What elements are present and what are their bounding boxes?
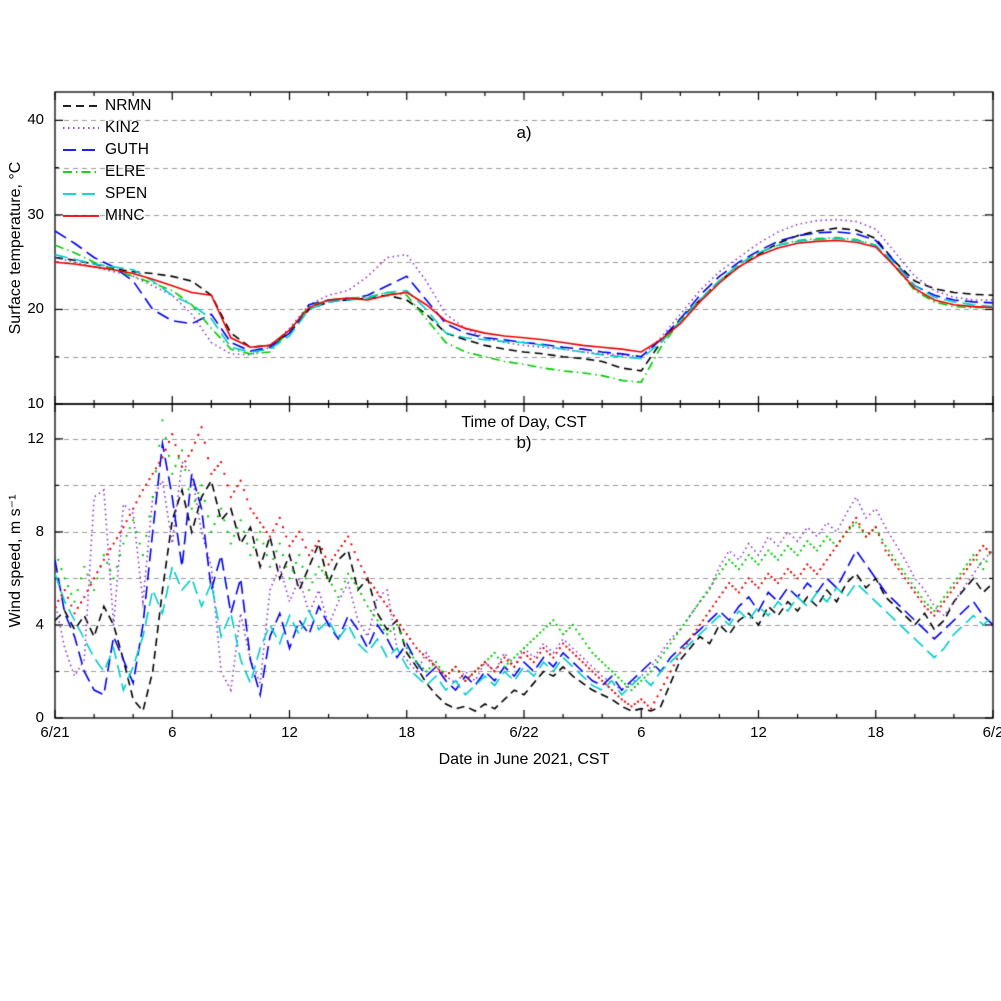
legend-label: ELRE xyxy=(105,163,146,180)
y-tick-label: 8 xyxy=(35,522,44,540)
legend-line-sample xyxy=(63,215,99,217)
legend-line-sample xyxy=(63,193,99,195)
legend-label: NRMN xyxy=(105,97,152,114)
x-tick-label: 12 xyxy=(281,724,298,741)
legend-item: NRMN xyxy=(62,95,152,117)
legend-label: MINC xyxy=(105,207,145,224)
legend: NRMN KIN2 GUTH ELRE SPEN MINC xyxy=(62,95,152,227)
y-tick-label: 30 xyxy=(27,205,44,223)
legend-item: KIN2 xyxy=(62,117,152,139)
panel-a-ylabel: Surface temperature, °C xyxy=(7,161,24,335)
x-tick-label: 12 xyxy=(750,724,767,741)
y-tick-label: 10 xyxy=(27,395,44,412)
legend-item: GUTH xyxy=(62,139,152,161)
legend-line-sample xyxy=(63,171,99,173)
panel-b-ylabel: Wind speed, m s⁻¹ xyxy=(7,494,24,628)
x-tick-label: 6 xyxy=(168,724,177,741)
x-tick-label: 18 xyxy=(398,724,416,741)
legend-line-sample xyxy=(63,105,99,107)
y-tick-label: 20 xyxy=(27,300,44,318)
legend-item: ELRE xyxy=(62,161,152,183)
x-tick-label: 6/2 xyxy=(982,724,1001,741)
legend-label: SPEN xyxy=(105,185,148,202)
panel-a-letter: a) xyxy=(516,123,532,142)
legend-label: GUTH xyxy=(105,141,149,158)
x-tick-label: 6/22 xyxy=(509,724,539,741)
y-tick-label: 0 xyxy=(35,709,44,726)
panel-b-xlabel: Date in June 2021, CST xyxy=(438,751,610,768)
legend-line-sample xyxy=(63,127,99,129)
x-tick-label: 18 xyxy=(867,724,885,741)
panel-b-letter: b) xyxy=(516,433,532,452)
panel-a-xlabel: Time of Day, CST xyxy=(461,414,587,431)
legend-item: MINC xyxy=(62,205,152,227)
y-tick-label: 12 xyxy=(27,429,44,447)
legend-label: KIN2 xyxy=(105,119,140,136)
legend-line-sample xyxy=(63,149,99,151)
legend-item: SPEN xyxy=(62,183,152,205)
x-tick-label: 6 xyxy=(637,724,646,741)
x-tick-label: 6/21 xyxy=(40,724,70,741)
y-tick-label: 40 xyxy=(27,111,44,129)
y-tick-label: 4 xyxy=(35,615,44,633)
